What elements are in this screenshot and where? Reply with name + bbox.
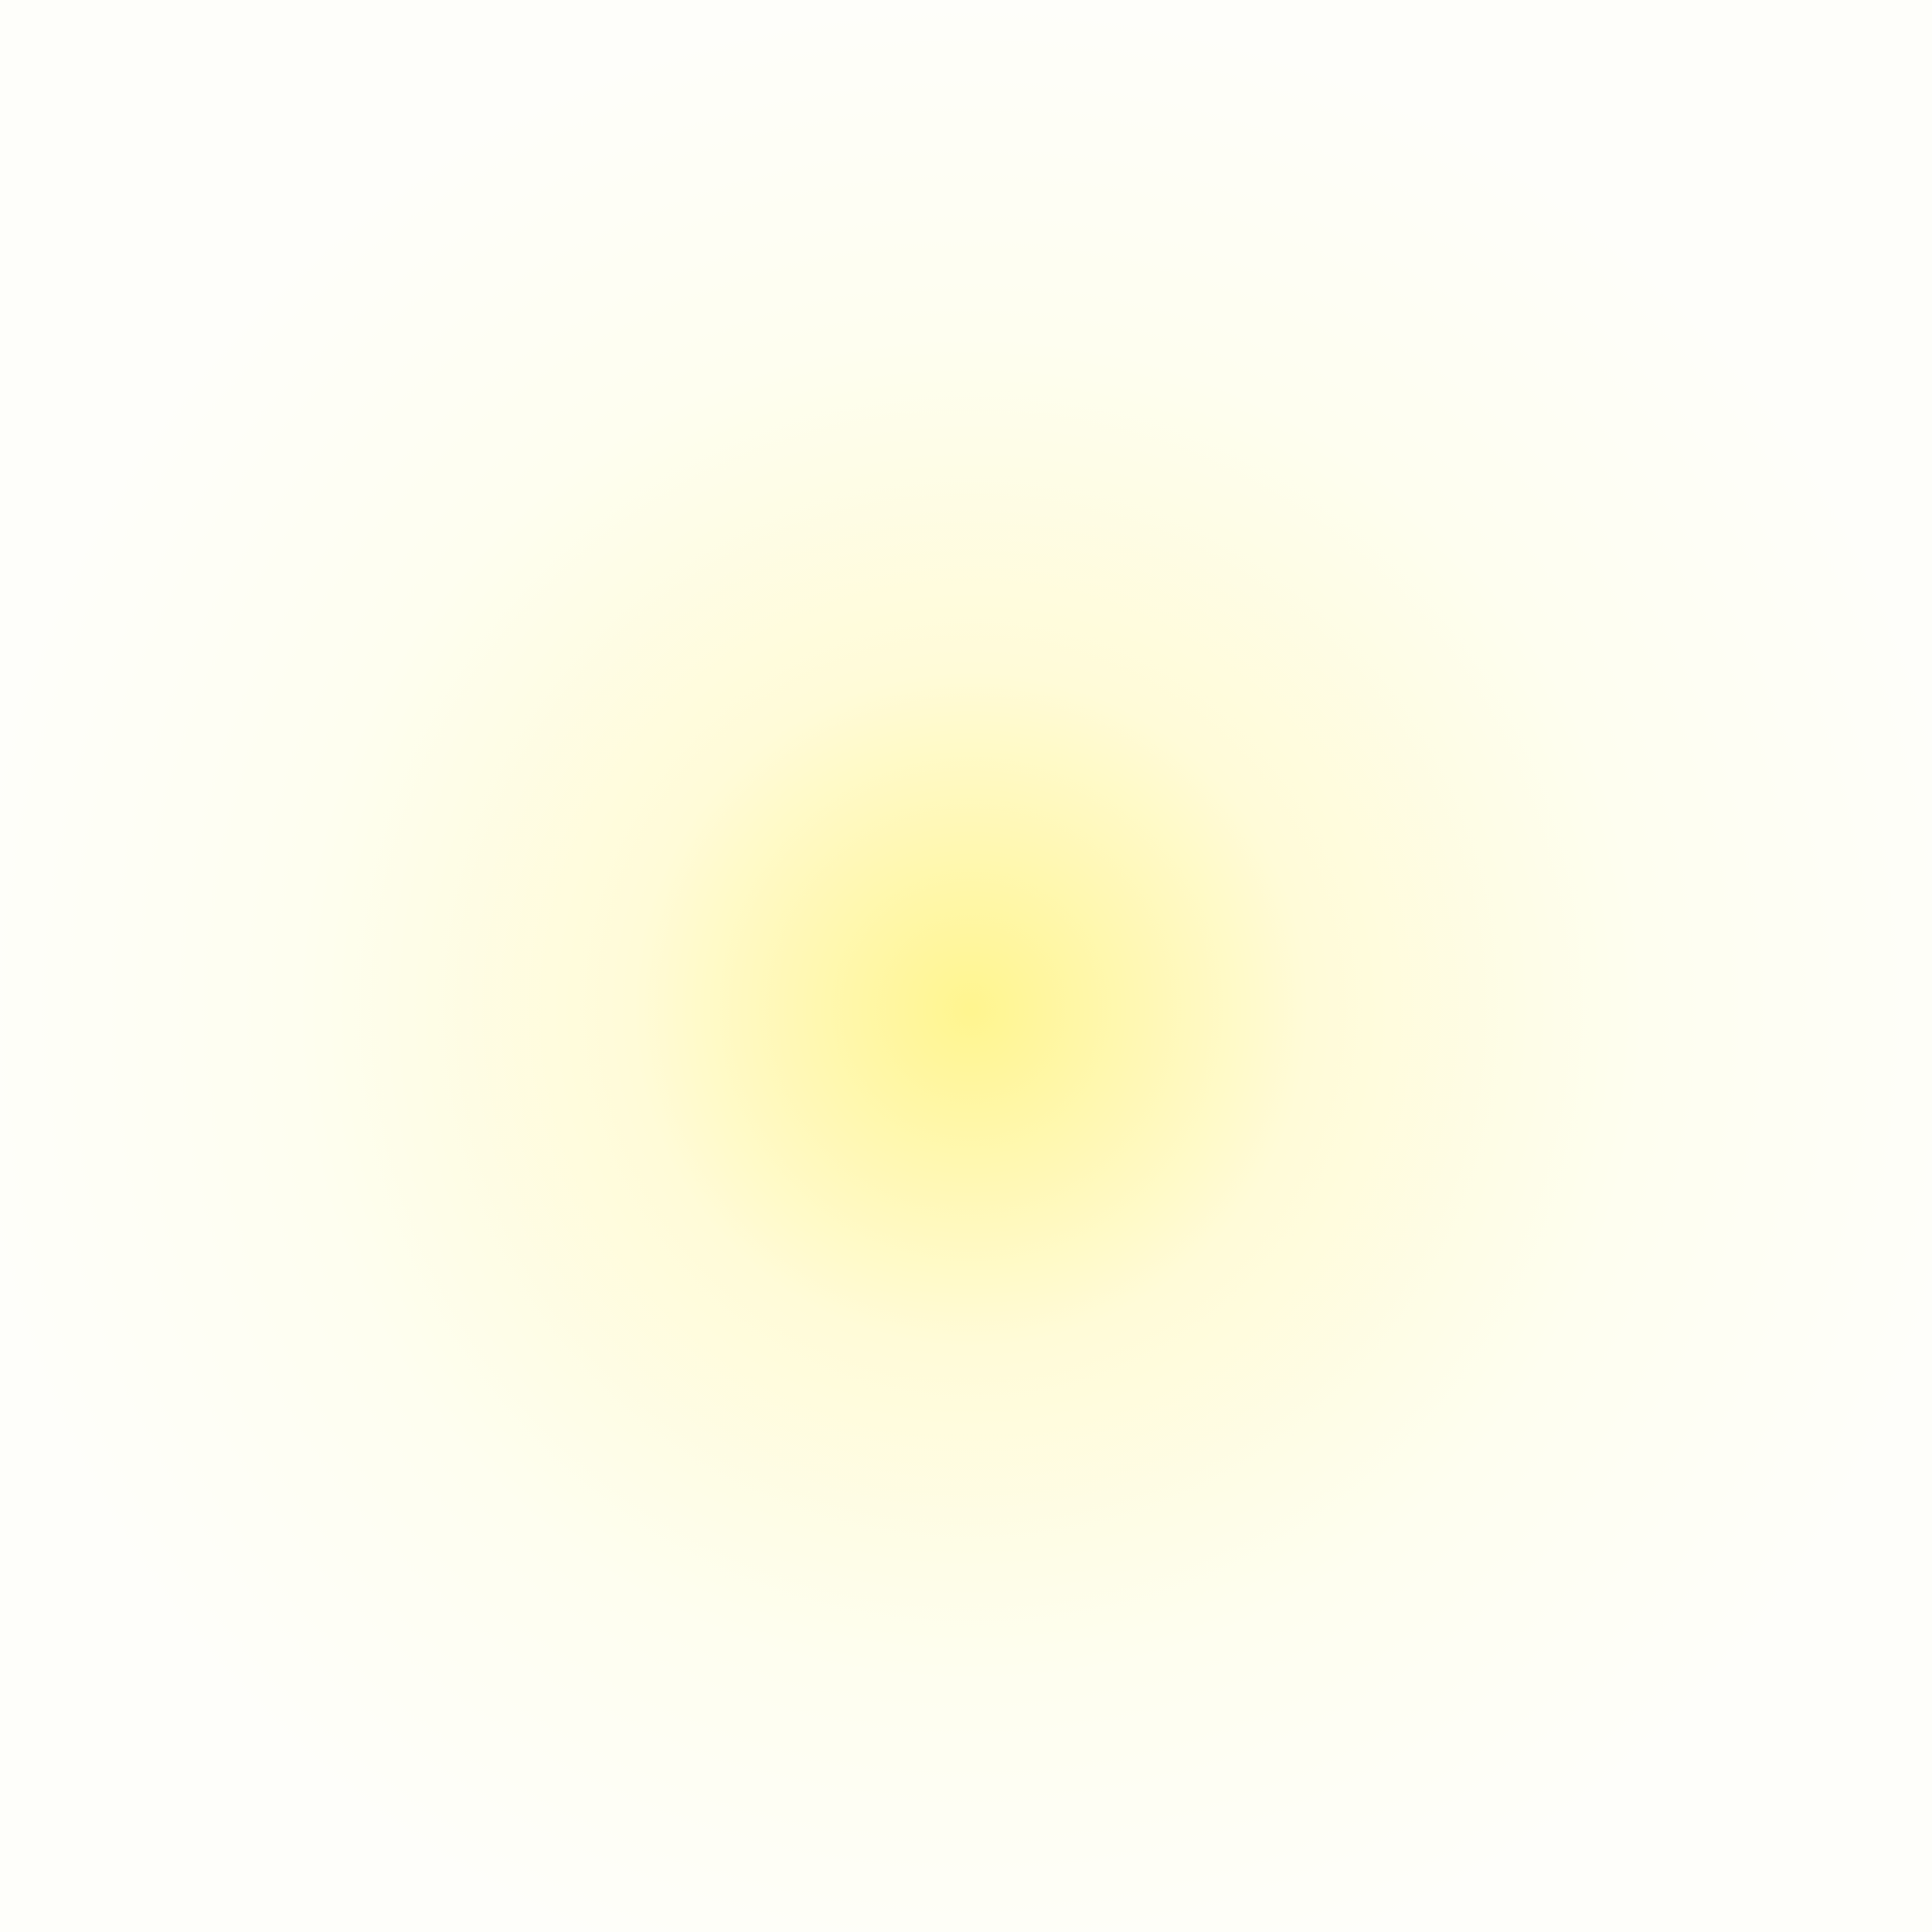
yellow-glow [0,0,1932,1932]
canvas-background [0,0,1932,1932]
